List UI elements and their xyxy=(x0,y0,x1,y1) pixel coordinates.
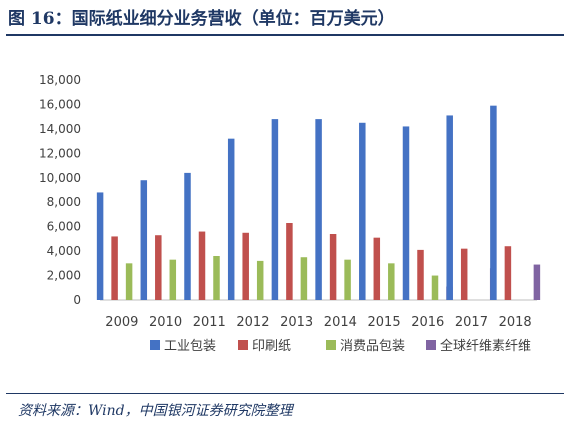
bar-2011-2 xyxy=(213,256,220,300)
bar-2016-0 xyxy=(402,126,410,300)
y-tick-label: 10,000 xyxy=(39,171,81,185)
y-tick-label: 18,000 xyxy=(39,73,81,87)
bar-2010-1 xyxy=(155,235,162,300)
x-tick-label: 2017 xyxy=(455,315,488,330)
x-tick-label: 2016 xyxy=(411,315,444,330)
legend-swatch xyxy=(326,340,336,350)
y-tick-label: 4,000 xyxy=(47,244,81,258)
bar-2014-1 xyxy=(329,234,337,300)
legend: 工业包装 印刷纸 消费品包装 全球纤维素纤维 xyxy=(150,338,531,354)
y-tick-label: 6,000 xyxy=(47,220,81,234)
footer-rule xyxy=(6,393,564,394)
bar-2017-1 xyxy=(460,248,468,300)
bar-2013-0 xyxy=(271,119,279,300)
x-tick-label: 2012 xyxy=(236,315,269,330)
bar-2012-1 xyxy=(242,232,249,300)
bar-2015-0 xyxy=(359,122,366,301)
x-tick-label: 2014 xyxy=(324,315,357,330)
y-axis-ticks: 0 2,000 4,000 6,000 8,000 10,000 12,000 14,000 1… xyxy=(39,73,81,307)
bar-2017-0 xyxy=(446,115,453,300)
x-tick-label: 2010 xyxy=(149,315,182,330)
bar-2018-1 xyxy=(504,246,512,300)
bar-2012-2 xyxy=(256,260,264,300)
legend-swatch xyxy=(238,340,248,350)
legend-label: 印刷纸 xyxy=(252,339,291,354)
bar-2013-1 xyxy=(286,223,293,300)
y-tick-label: 12,000 xyxy=(39,146,81,160)
bar-2009-1 xyxy=(111,236,118,300)
bar-2009-2 xyxy=(125,263,133,300)
bar-2014-0 xyxy=(315,119,322,300)
y-tick-label: 14,000 xyxy=(39,122,81,136)
bar-2016-1 xyxy=(417,249,424,300)
bar-2010-0 xyxy=(140,180,148,300)
legend-label: 全球纤维素纤维 xyxy=(440,338,531,354)
bar-2018-3 xyxy=(533,264,541,300)
bar-2018-0 xyxy=(490,105,497,301)
x-tick-label: 2013 xyxy=(280,315,313,330)
y-tick-label: 16,000 xyxy=(39,97,81,111)
source-note: 资料来源：Wind，中国银河证券研究院整理 xyxy=(18,403,293,419)
bar-2013-2 xyxy=(300,257,308,300)
y-tick-label: 8,000 xyxy=(47,195,81,209)
bar-2012-0 xyxy=(227,138,235,300)
bar-2011-1 xyxy=(198,231,206,300)
bar-2011-0 xyxy=(184,172,191,300)
legend-swatch xyxy=(426,340,436,350)
x-tick-label: 2011 xyxy=(193,315,226,330)
x-tick-label: 2018 xyxy=(499,315,532,330)
legend-label: 消费品包装 xyxy=(340,339,405,354)
bar-2010-2 xyxy=(169,259,177,300)
bar-chart: 0 2,000 4,000 6,000 8,000 10,000 12,000 14,000 1… xyxy=(39,73,541,354)
legend-swatch xyxy=(150,340,160,350)
x-axis-ticks: 2009 2010 2011 2012 2013 2014 2015 2016 2017 2018 xyxy=(105,315,531,330)
x-tick-label: 2015 xyxy=(368,315,401,330)
figure-title: 图 16：国际纸业细分业务营收（单位：百万美元） xyxy=(8,9,395,29)
legend-label: 工业包装 xyxy=(164,339,216,354)
x-tick-label: 2009 xyxy=(105,315,138,330)
y-tick-label: 2,000 xyxy=(47,269,81,283)
bar-2015-2 xyxy=(388,263,395,300)
bar-2016-2 xyxy=(431,275,439,300)
y-tick-label: 0 xyxy=(73,293,81,307)
bar-2015-1 xyxy=(373,237,381,300)
bar-marks xyxy=(96,105,541,301)
bar-2009-0 xyxy=(96,192,104,300)
title-rule xyxy=(6,34,564,36)
bar-2014-2 xyxy=(344,259,351,300)
